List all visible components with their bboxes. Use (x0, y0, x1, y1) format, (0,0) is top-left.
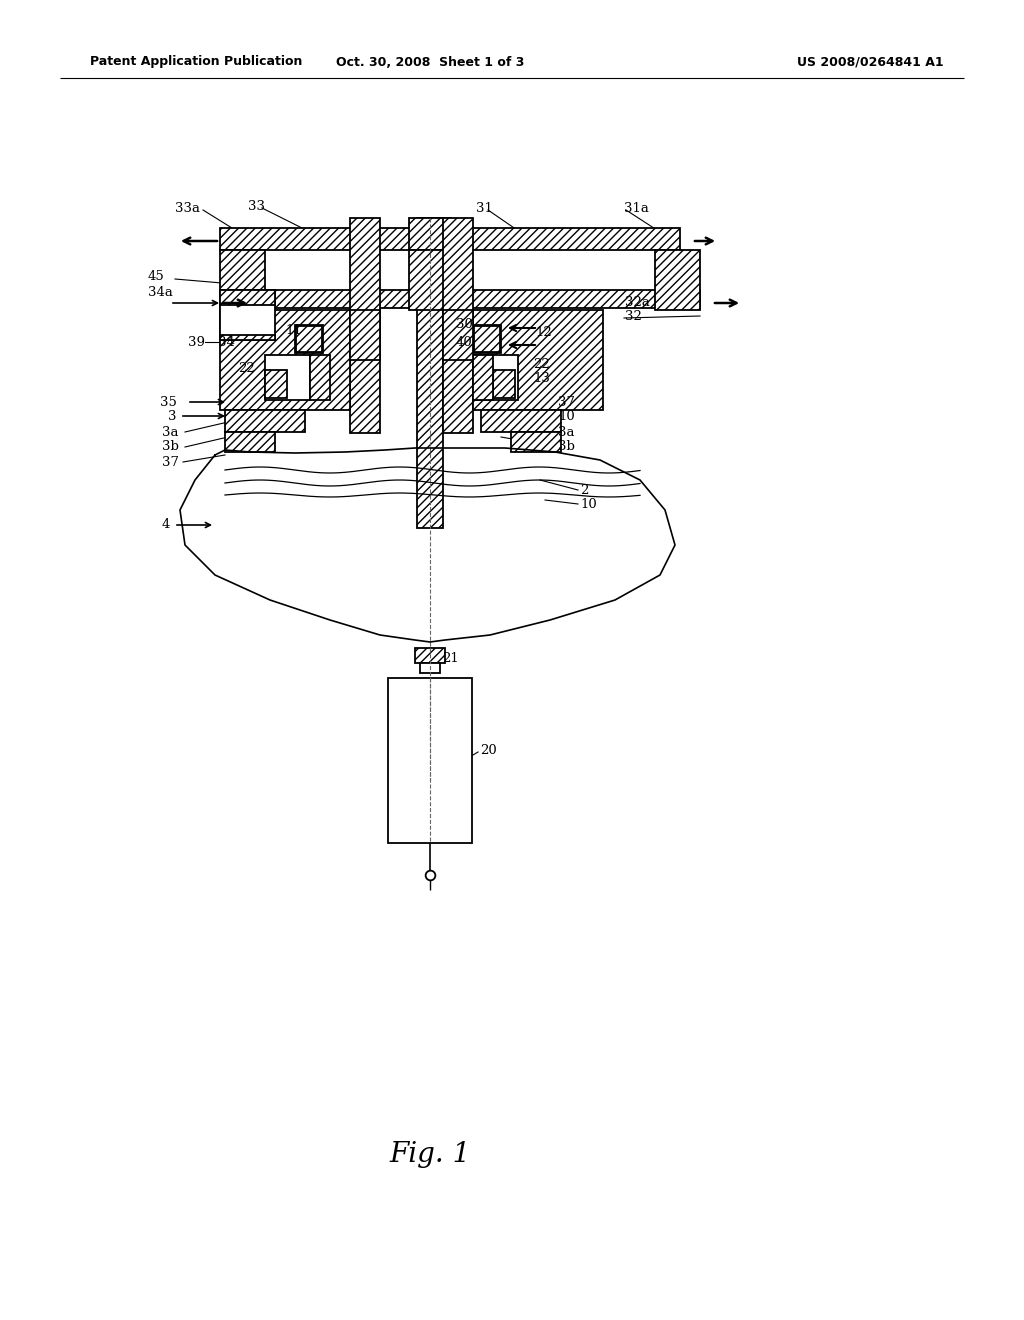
Text: 3a: 3a (162, 425, 178, 438)
Bar (409, 218, 451, 249)
Bar (443, 228, 680, 249)
Text: 22: 22 (238, 362, 255, 375)
Bar (220, 249, 265, 310)
Text: Patent Application Publication: Patent Application Publication (90, 55, 302, 69)
Text: 2: 2 (580, 483, 589, 496)
Bar (443, 310, 473, 360)
Text: 30: 30 (456, 318, 473, 330)
Text: 33a: 33a (175, 202, 200, 214)
Bar (350, 218, 380, 433)
Text: Fig. 1: Fig. 1 (389, 1142, 471, 1168)
Bar (296, 326, 322, 352)
Text: 40: 40 (456, 335, 473, 348)
Text: 4: 4 (162, 519, 170, 532)
Text: 34: 34 (218, 335, 234, 348)
Text: 45: 45 (148, 271, 165, 284)
Bar (388, 678, 472, 843)
Bar (473, 325, 501, 352)
Text: 39: 39 (188, 335, 205, 348)
Text: US 2008/0264841 A1: US 2008/0264841 A1 (797, 55, 943, 69)
Text: 34a: 34a (148, 286, 173, 300)
Bar (220, 310, 350, 411)
Bar (409, 249, 451, 310)
Text: 3b: 3b (558, 441, 574, 454)
Bar (220, 290, 417, 308)
Bar (295, 325, 323, 352)
Text: Oct. 30, 2008  Sheet 1 of 3: Oct. 30, 2008 Sheet 1 of 3 (336, 55, 524, 69)
Bar (220, 290, 275, 305)
Text: 20: 20 (480, 743, 497, 756)
Bar (481, 411, 561, 432)
Bar (473, 355, 518, 400)
Text: 31: 31 (476, 202, 493, 214)
Text: 3a: 3a (558, 425, 574, 438)
Bar (265, 370, 287, 399)
Text: 3b: 3b (162, 441, 179, 454)
Text: 10: 10 (580, 498, 597, 511)
Text: 11: 11 (285, 323, 302, 337)
Text: 10: 10 (558, 409, 574, 422)
Text: 22: 22 (534, 358, 550, 371)
Bar (220, 335, 275, 341)
Bar (225, 432, 275, 451)
Text: 32a: 32a (625, 296, 650, 309)
Bar (473, 310, 603, 411)
Bar (473, 355, 493, 400)
Text: 13: 13 (534, 371, 550, 384)
Text: 21: 21 (442, 652, 459, 664)
Text: 31a: 31a (624, 202, 649, 214)
Bar (655, 249, 700, 310)
Bar (265, 355, 310, 400)
Bar (415, 648, 445, 663)
Bar (417, 218, 443, 528)
Text: 37: 37 (558, 396, 575, 408)
Bar (310, 355, 330, 400)
Bar (493, 370, 515, 399)
Bar (511, 432, 561, 451)
Bar (225, 411, 305, 432)
Bar (443, 290, 700, 308)
Bar (350, 310, 380, 360)
Text: 33: 33 (248, 199, 265, 213)
Bar (420, 663, 440, 673)
Text: 35: 35 (160, 396, 177, 408)
Text: 37: 37 (162, 455, 179, 469)
Bar (474, 326, 500, 352)
Text: 3: 3 (168, 409, 176, 422)
Bar (220, 228, 417, 249)
Text: 12: 12 (535, 326, 552, 338)
Text: 32: 32 (625, 309, 642, 322)
Bar (220, 290, 275, 341)
Bar (443, 218, 473, 433)
